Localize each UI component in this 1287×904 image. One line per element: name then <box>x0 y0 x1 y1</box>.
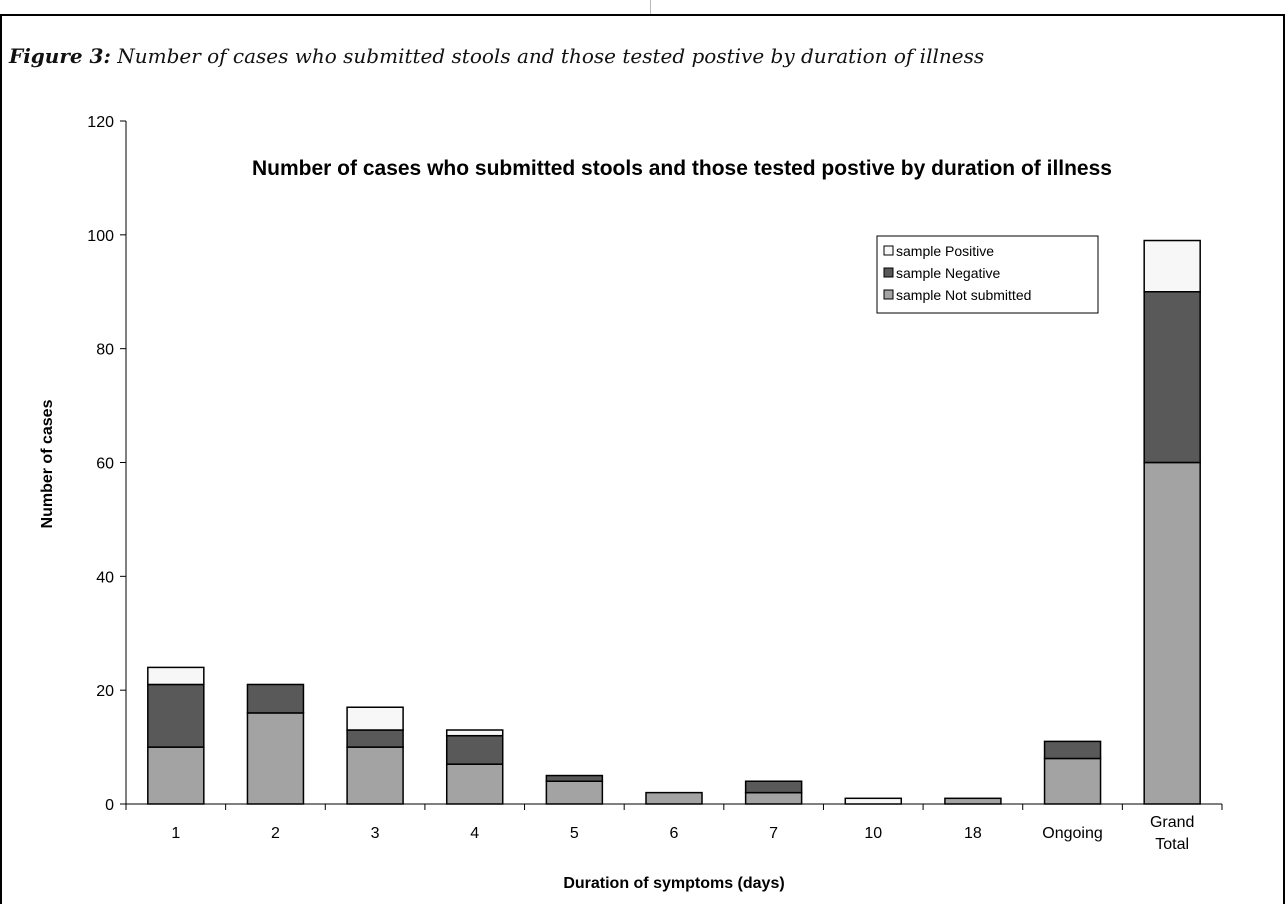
bar-segment <box>744 791 803 805</box>
legend-swatch <box>883 245 894 256</box>
x-tick-label: 5 <box>570 825 579 842</box>
legend-swatch <box>883 267 894 278</box>
x-tick-label: 7 <box>769 825 778 842</box>
x-tick-label: 1 <box>171 825 180 842</box>
y-tick-label: 100 <box>87 228 114 245</box>
x-tick-label: Grand Total <box>1150 814 1194 853</box>
x-tick-label: 3 <box>371 825 380 842</box>
x-tick-label: 6 <box>670 825 679 842</box>
figure-label: Figure 3: <box>9 44 111 68</box>
bar-segment <box>1143 461 1201 805</box>
bars <box>147 239 1201 805</box>
bar-segment <box>545 780 604 805</box>
y-tick-label: 60 <box>96 456 114 473</box>
legend: sample Positive sample Negative sample Not… <box>876 235 1099 314</box>
bar-segment <box>645 791 703 805</box>
y-axis-ticks: 0 20 40 60 80 100 120 <box>87 114 126 814</box>
figure-frame <box>0 14 1285 904</box>
y-tick-label: 40 <box>96 569 114 586</box>
bar-segment <box>445 763 504 805</box>
x-tick-label: 10 <box>864 825 882 842</box>
bar-segment <box>147 666 205 686</box>
legend-label: sample Negative <box>896 265 1000 281</box>
top-divider <box>650 0 651 14</box>
bar-segment <box>445 734 504 765</box>
bar-segment <box>346 746 404 805</box>
y-tick-label: 120 <box>87 114 114 131</box>
bar-segment <box>944 797 1002 805</box>
bar-segment <box>1143 291 1201 464</box>
bar-segment <box>545 774 604 782</box>
x-axis-ticks: 1 2 3 4 5 6 7 10 18 Ongoing Grand Total <box>125 804 1223 853</box>
legend-swatch <box>883 289 894 300</box>
bar-segment <box>1043 757 1102 805</box>
x-tick-label: 4 <box>470 825 479 842</box>
legend-box <box>876 235 1099 314</box>
bar-segment <box>246 712 305 805</box>
x-axis-label: Duration of symptoms (days) <box>563 875 784 892</box>
bar-segment <box>246 683 305 714</box>
bar-segment <box>346 729 404 748</box>
x-tick-label: 18 <box>964 825 982 842</box>
y-axis-label: Number of cases <box>39 399 56 528</box>
x-tick-label: 2 <box>271 825 280 842</box>
y-tick-label: 20 <box>96 683 114 700</box>
bar-segment <box>744 780 803 794</box>
y-tick-label: 0 <box>105 797 114 814</box>
x-tick-label: Ongoing <box>1042 825 1103 842</box>
bar-segment <box>147 683 205 748</box>
bar-segment <box>147 746 205 805</box>
bar-segment <box>844 797 903 805</box>
chart-title: Number of cases who submitted stools and… <box>252 157 1112 180</box>
bar-segment <box>1043 740 1102 760</box>
legend-label: sample Positive <box>896 243 994 259</box>
bar-segment <box>445 729 504 737</box>
figure-caption-text: Number of cases who submitted stools and… <box>117 44 985 68</box>
bar-segment <box>1143 239 1201 293</box>
y-tick-label: 80 <box>96 342 114 359</box>
bar-segment <box>346 706 404 731</box>
legend-label: sample Not submitted <box>896 287 1031 303</box>
figure-caption: Figure 3: Number of cases who submitted … <box>9 44 984 68</box>
